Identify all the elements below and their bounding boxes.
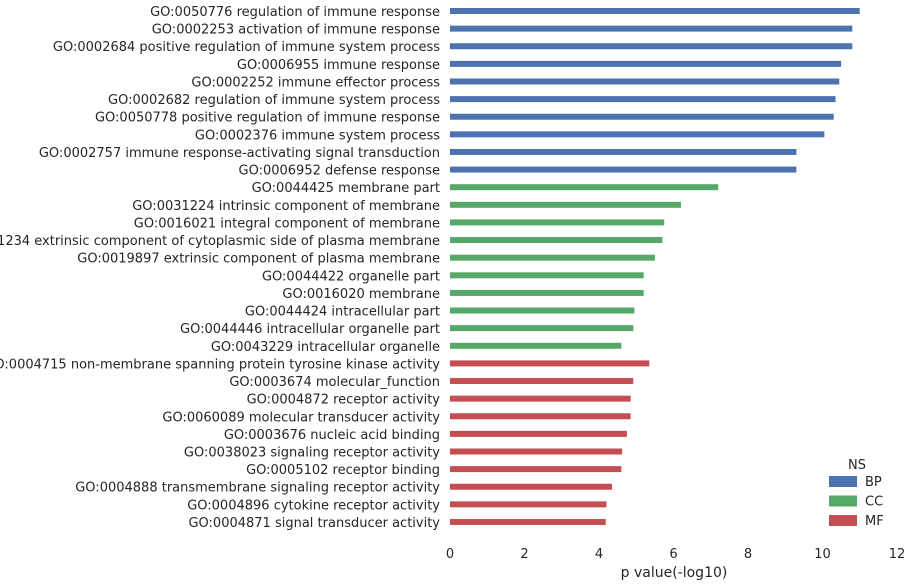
category-label: GO:0004871 signal transducer activity xyxy=(188,516,440,531)
category-label: GO:0002684 positive regulation of immune… xyxy=(53,40,440,55)
bar-11 xyxy=(450,184,719,191)
x-tick-label: 2 xyxy=(520,547,528,562)
bar-8 xyxy=(450,131,825,138)
category-label: GO:0031224 intrinsic component of membra… xyxy=(132,199,440,214)
category-label: GO:0004715 non-membrane spanning protein… xyxy=(0,357,440,372)
category-label: GO:0043229 intracellular organelle xyxy=(211,340,440,355)
legend-label-bp: BP xyxy=(865,475,882,490)
bar-21 xyxy=(450,360,650,367)
x-tick-label: 6 xyxy=(669,547,677,562)
category-label: GO:0050778 positive regulation of immune… xyxy=(95,111,440,126)
x-axis-label: p value(-log10) xyxy=(621,565,728,581)
category-label: GO:0006955 immune response xyxy=(237,58,440,73)
bar-13 xyxy=(450,219,665,226)
category-label: GO:0002757 immune response-activating si… xyxy=(39,146,440,161)
bar-28 xyxy=(450,483,613,490)
category-label: GO:0016020 membrane xyxy=(282,287,440,302)
category-label: GO:0044446 intracellular organelle part xyxy=(180,322,440,337)
bar-6 xyxy=(450,96,836,103)
bar-1 xyxy=(450,8,860,14)
bar-17 xyxy=(450,289,644,296)
legend-label-mf: MF xyxy=(865,514,884,529)
category-label: GO:0002252 immune effector process xyxy=(191,75,440,90)
x-tick-label: 4 xyxy=(595,547,603,562)
legend-swatch-cc xyxy=(829,495,857,507)
bar-15 xyxy=(450,254,655,261)
category-label: GO:0002376 immune system process xyxy=(195,128,440,143)
bar-22 xyxy=(450,378,634,385)
legend-title: NS xyxy=(848,458,866,473)
category-label: GO:0004896 cytokine receptor activity xyxy=(187,498,440,513)
bar-7 xyxy=(450,113,834,120)
x-tick-label: 8 xyxy=(744,547,752,562)
category-label: GO:0044425 membrane part xyxy=(252,181,440,196)
category-label: GO:0006952 defense response xyxy=(239,164,441,179)
category-label: GO:0004888 transmembrane signaling recep… xyxy=(75,481,440,496)
x-tick-label: 12 xyxy=(889,547,906,562)
bar-3 xyxy=(450,43,853,50)
category-label: GO:0038023 signaling receptor activity xyxy=(184,446,440,461)
bar-30 xyxy=(450,518,606,525)
category-label: GO:0019897 extrinsic component of plasma… xyxy=(77,252,440,267)
bar-4 xyxy=(450,60,842,67)
category-label: GO:0044424 intracellular part xyxy=(245,305,440,320)
category-labels-group: GO:0050776 regulation of immune response… xyxy=(0,5,440,531)
category-label: GO:0044422 organelle part xyxy=(262,269,440,284)
bar-2 xyxy=(450,25,853,32)
legend: NS BP CC MF xyxy=(829,458,884,529)
bar-24 xyxy=(450,413,631,420)
category-label: GO:0002682 regulation of immune system p… xyxy=(108,93,440,108)
category-label: GO:0050776 regulation of immune response xyxy=(150,5,440,20)
bar-27 xyxy=(450,466,622,473)
bar-9 xyxy=(450,148,797,155)
bar-14 xyxy=(450,237,663,244)
category-label: GO:0002253 activation of immune response xyxy=(152,23,440,38)
legend-swatch-mf xyxy=(829,515,857,526)
bar-18 xyxy=(450,307,635,314)
legend-swatch-bp xyxy=(829,476,857,487)
bar-12 xyxy=(450,201,681,208)
bars-group xyxy=(450,8,860,525)
bar-29 xyxy=(450,501,607,508)
category-label: GO:0004872 receptor activity xyxy=(247,393,441,408)
bar-26 xyxy=(450,448,623,455)
category-label: GO:0005102 receptor binding xyxy=(246,463,440,478)
category-label: GO:0003676 nucleic acid binding xyxy=(224,428,440,443)
bar-10 xyxy=(450,166,797,173)
category-label: GO:0003674 molecular_function xyxy=(229,375,440,390)
category-label: GO:0031234 extrinsic component of cytopl… xyxy=(0,234,440,249)
bar-5 xyxy=(450,78,840,85)
bar-20 xyxy=(450,342,622,349)
legend-label-cc: CC xyxy=(865,495,883,510)
x-tick-label: 10 xyxy=(814,547,831,562)
x-axis-ticks-group: 0 2 4 6 8 10 12 xyxy=(446,547,905,562)
x-tick-label: 0 xyxy=(446,547,454,562)
category-label: GO:0016021 integral component of membran… xyxy=(134,216,440,231)
bar-19 xyxy=(450,325,634,332)
bar-23 xyxy=(450,395,631,402)
category-label: GO:0060089 molecular transducer activity xyxy=(162,410,440,425)
bar-16 xyxy=(450,272,644,279)
bar-25 xyxy=(450,430,627,437)
